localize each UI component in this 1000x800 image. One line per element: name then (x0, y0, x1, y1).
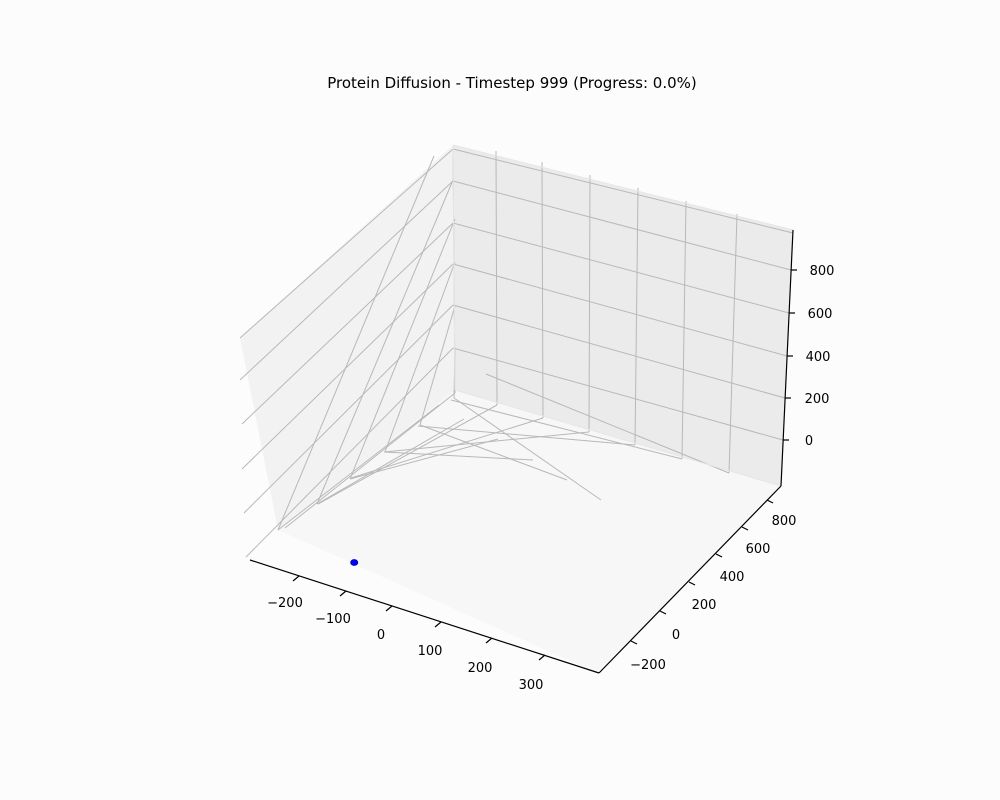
x-tick-mark (385, 605, 393, 612)
x-tick-mark (292, 575, 300, 582)
x-tick-mark (339, 590, 347, 597)
x-grid-line (681, 200, 687, 460)
x-grid-line (450, 399, 683, 460)
x-grid-line (485, 373, 730, 474)
x-tick-label: 300 (519, 678, 544, 693)
z-grid-line (239, 148, 454, 339)
x-grid-line (417, 425, 636, 446)
axes-panes (240, 145, 793, 673)
z-tick-label: 200 (805, 392, 830, 407)
x-tick-mark (538, 654, 546, 661)
y-grid-line (384, 451, 534, 461)
y-tick-mark (659, 610, 667, 615)
y-tick-label: 0 (672, 628, 680, 643)
z-axis-line (780, 229, 794, 487)
y-tick-mark (766, 499, 774, 504)
x-grid-line (350, 417, 544, 479)
y-axis-ticks: −200 0 200 400 600 800 (630, 499, 797, 673)
chart-title: Protein Diffusion - Timestep 999 (Progre… (327, 74, 697, 92)
y-tick-label: 600 (746, 542, 771, 557)
grid-lines (239, 144, 794, 558)
floor-pane (278, 390, 781, 673)
y-grid-line (316, 179, 454, 505)
z-tick-label: 400 (806, 350, 831, 365)
z-grid-line (241, 222, 454, 425)
y-tick-label: 200 (692, 598, 717, 613)
x-grid-line (728, 213, 738, 474)
z-grid-line (452, 222, 790, 314)
y-grid-line (277, 155, 435, 531)
pane-edge (452, 144, 794, 231)
z-grid-line (452, 263, 788, 357)
z-tick-label: 0 (805, 434, 813, 449)
x-grid-line (495, 150, 498, 406)
pane-edge (452, 144, 456, 391)
y-grid-line (419, 424, 568, 481)
z-tick-label: 800 (810, 264, 835, 279)
x-tick-mark (434, 621, 442, 628)
y-grid-line (419, 305, 456, 426)
z-grid-line (452, 347, 784, 441)
y-tick-label: 400 (720, 570, 745, 585)
y-tick-mark (715, 553, 723, 558)
x-grid-line (634, 187, 639, 446)
scatter-point (350, 559, 359, 566)
x-tick-label: 200 (468, 661, 493, 676)
y-grid-line (384, 261, 456, 453)
x-axis-line (249, 559, 600, 674)
x-tick-label: −200 (267, 596, 303, 611)
y-grid-line (349, 218, 456, 480)
x-grid-line (284, 392, 456, 529)
y-axis-line (598, 485, 782, 674)
z-grid-line (452, 304, 786, 399)
z-grid-line (245, 347, 454, 558)
x-tick-label: 100 (418, 644, 443, 659)
z-axis-ticks: 0 200 400 600 800 (783, 264, 834, 449)
x-tick-label: 0 (377, 628, 385, 643)
y-tick-label: 800 (772, 514, 797, 529)
z-grid-line (239, 180, 454, 381)
z-grid-line (452, 180, 792, 271)
back-right-pane (453, 145, 793, 486)
x-grid-line (588, 174, 591, 433)
y-tick-mark (688, 581, 696, 586)
y-tick-mark (741, 526, 749, 531)
pane-edge (454, 389, 782, 487)
y-grid-line (316, 418, 465, 505)
y-grid-line (453, 397, 602, 501)
y-grid-line (277, 404, 440, 531)
y-tick-mark (630, 640, 638, 645)
z-grid-line (243, 304, 454, 514)
z-grid-line (452, 148, 794, 234)
y-tick-label: −200 (630, 658, 666, 673)
z-grid-line (241, 263, 454, 470)
x-axis-ticks: −200 −100 0 100 200 300 (267, 575, 546, 693)
x-grid-line (317, 404, 498, 505)
x-tick-label: −100 (315, 612, 351, 627)
y-grid-line (349, 438, 499, 480)
back-left-pane (240, 145, 455, 530)
scatter-points (350, 559, 359, 566)
x-tick-mark (485, 637, 493, 644)
z-tick-label: 600 (808, 307, 833, 322)
